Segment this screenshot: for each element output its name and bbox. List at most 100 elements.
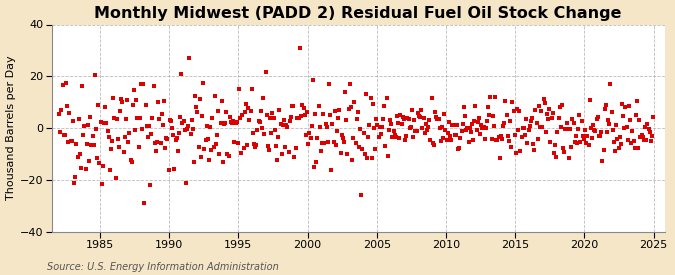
Point: [624, 118, 635, 123]
Point: [58, 133, 69, 137]
Point: [575, 140, 586, 144]
Point: [131, 97, 142, 102]
Point: [138, 81, 148, 86]
Point: [414, 114, 425, 119]
Point: [61, 104, 72, 109]
Point: [251, 143, 262, 147]
Point: [484, 112, 495, 117]
Point: [279, 144, 290, 149]
Point: [574, 112, 585, 117]
Point: [552, 130, 563, 134]
Point: [238, 146, 249, 151]
Point: [214, 152, 225, 156]
Point: [418, 116, 429, 121]
Point: [248, 131, 259, 136]
Point: [141, 123, 152, 128]
Point: [560, 127, 571, 131]
Point: [209, 94, 220, 98]
Point: [115, 109, 126, 113]
Point: [610, 149, 620, 153]
Point: [308, 165, 319, 169]
Point: [126, 160, 137, 164]
Point: [76, 166, 86, 171]
Point: [388, 129, 399, 133]
Point: [71, 142, 82, 146]
Point: [570, 133, 581, 138]
Point: [340, 89, 350, 94]
Point: [530, 108, 541, 112]
Point: [65, 139, 76, 144]
Point: [416, 107, 427, 112]
Point: [585, 125, 596, 130]
Point: [236, 151, 246, 155]
Point: [268, 116, 279, 120]
Point: [466, 121, 477, 126]
Point: [585, 98, 595, 102]
Point: [466, 130, 477, 134]
Point: [533, 104, 544, 108]
Point: [79, 124, 90, 128]
Point: [431, 115, 441, 119]
Point: [516, 134, 527, 139]
Point: [269, 128, 280, 132]
Point: [165, 117, 176, 122]
Point: [491, 138, 502, 142]
Point: [329, 108, 340, 113]
Point: [319, 141, 330, 145]
Point: [213, 109, 223, 114]
Point: [77, 84, 88, 89]
Point: [320, 122, 331, 126]
Title: Monthly Midwest (PADD 2) Residual Fuel Oil Stock Change: Monthly Midwest (PADD 2) Residual Fuel O…: [95, 6, 622, 21]
Point: [469, 119, 480, 123]
Point: [601, 103, 612, 107]
Point: [401, 134, 412, 138]
Point: [580, 141, 591, 145]
Point: [634, 118, 645, 122]
Point: [119, 135, 130, 139]
Point: [419, 130, 430, 135]
Point: [553, 116, 564, 120]
Point: [605, 82, 616, 87]
Point: [647, 134, 657, 139]
Point: [572, 127, 583, 131]
Point: [546, 116, 557, 121]
Point: [234, 87, 244, 92]
Point: [512, 107, 522, 111]
Point: [544, 106, 555, 111]
Point: [635, 135, 646, 140]
Point: [632, 99, 643, 103]
Point: [489, 95, 500, 99]
Point: [604, 122, 615, 126]
Point: [453, 147, 464, 151]
Point: [108, 96, 119, 100]
Point: [59, 133, 70, 137]
Point: [572, 141, 583, 145]
Point: [410, 129, 421, 133]
Point: [252, 128, 263, 132]
Point: [341, 118, 352, 122]
Point: [222, 152, 233, 156]
Point: [318, 112, 329, 116]
Point: [151, 149, 161, 153]
Point: [567, 116, 578, 121]
Point: [462, 126, 472, 131]
Point: [643, 127, 654, 131]
Point: [56, 108, 67, 112]
Point: [429, 143, 439, 148]
Point: [430, 109, 441, 114]
Point: [304, 131, 315, 135]
Point: [576, 119, 587, 123]
Point: [616, 102, 627, 106]
Point: [295, 46, 306, 51]
Point: [551, 155, 562, 160]
Point: [248, 142, 259, 146]
Point: [87, 134, 98, 139]
Point: [336, 133, 347, 137]
Point: [435, 139, 446, 143]
Point: [191, 104, 202, 109]
Point: [489, 123, 500, 128]
Point: [57, 82, 68, 87]
Point: [494, 156, 505, 161]
Point: [481, 126, 491, 130]
Point: [173, 149, 184, 153]
